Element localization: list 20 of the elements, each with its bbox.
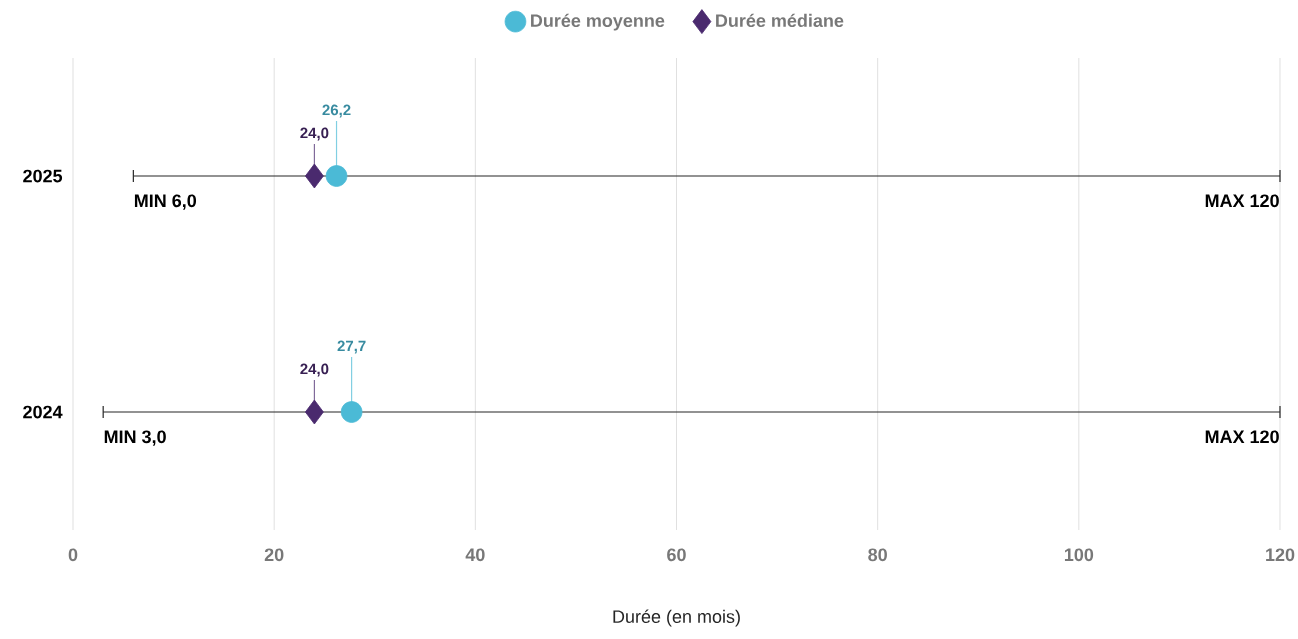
legend-label: Durée médiane — [716, 13, 844, 28]
data-label: 26,2 — [322, 104, 351, 118]
x-tick-label: 20 — [264, 548, 284, 562]
data-label: 24,0 — [300, 363, 329, 377]
annotation: MIN 6,0 — [134, 194, 197, 210]
x-tick-label: 100 — [1064, 548, 1094, 562]
annotation: MAX 120 — [1205, 430, 1279, 444]
x-tick-label: 120 — [1266, 548, 1295, 562]
x-tick-label: 40 — [465, 548, 485, 562]
x-tick-label: 60 — [667, 548, 686, 562]
data-label: 24,0 — [300, 127, 329, 141]
y-tick-label: 2025 — [23, 169, 63, 183]
x-tick-label: 0 — [68, 548, 78, 562]
legend-label: Durée moyenne — [531, 13, 665, 31]
x-axis-title: Durée (en mois) — [613, 609, 740, 627]
y-tick-label: 2024 — [23, 405, 63, 419]
data-label: 27,7 — [337, 340, 366, 354]
annotation: MIN 3,0 — [104, 430, 166, 446]
annotation: MAX 120 — [1205, 194, 1279, 208]
x-tick-label: 80 — [868, 548, 887, 562]
